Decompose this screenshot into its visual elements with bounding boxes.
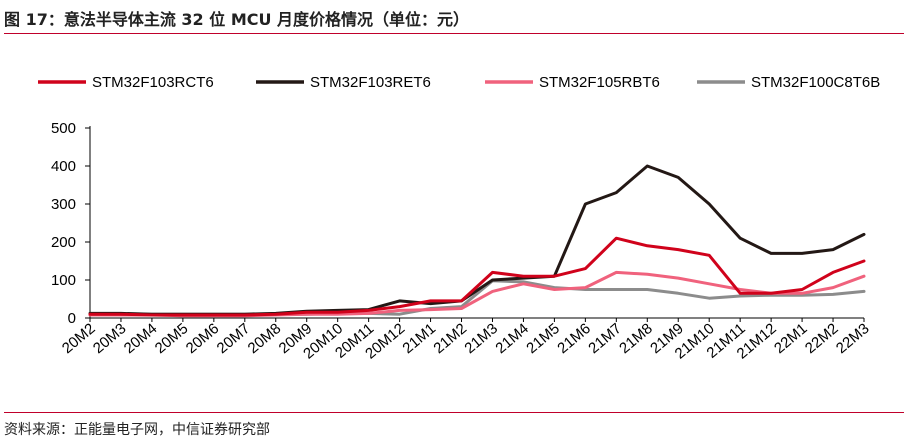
x-tick-label: 22M2 bbox=[802, 320, 842, 357]
data-point bbox=[429, 299, 432, 302]
data-point bbox=[491, 271, 494, 274]
data-point bbox=[739, 295, 742, 298]
data-point bbox=[460, 307, 463, 310]
series-group bbox=[88, 236, 866, 317]
data-point bbox=[274, 313, 277, 316]
data-point bbox=[832, 248, 835, 251]
x-tick-label: 20M3 bbox=[90, 320, 130, 357]
title-rule bbox=[4, 33, 904, 34]
data-point bbox=[801, 252, 804, 255]
legend-label: STM32F105RBT6 bbox=[539, 74, 660, 91]
data-point bbox=[398, 309, 401, 312]
data-point bbox=[801, 292, 804, 295]
series-line bbox=[88, 236, 866, 317]
legend-label: STM32F100C8T6B bbox=[751, 74, 880, 91]
data-point bbox=[491, 279, 494, 282]
data-point bbox=[305, 311, 308, 314]
x-tick-label: 20M7 bbox=[214, 320, 254, 357]
data-point bbox=[770, 292, 773, 295]
data-point bbox=[553, 288, 556, 291]
line-chart: STM32F103RCT6 STM32F103RET6 STM32F105RBT6 S… bbox=[38, 74, 880, 363]
x-tick-label: 21M6 bbox=[554, 320, 594, 357]
data-point bbox=[801, 288, 804, 291]
x-tick-label: 22M3 bbox=[833, 320, 873, 357]
data-point bbox=[584, 267, 587, 270]
data-point bbox=[553, 275, 556, 278]
data-point bbox=[646, 244, 649, 247]
data-point bbox=[181, 314, 184, 317]
data-point bbox=[398, 313, 401, 316]
data-point bbox=[491, 290, 494, 293]
x-tick-label: 22M1 bbox=[771, 320, 811, 357]
data-point bbox=[336, 311, 339, 314]
chart-series bbox=[88, 164, 866, 318]
data-point bbox=[398, 299, 401, 302]
y-tick-label: 500 bbox=[51, 120, 76, 137]
data-point bbox=[615, 237, 618, 240]
data-point bbox=[522, 275, 525, 278]
data-point bbox=[615, 191, 618, 194]
data-point bbox=[677, 176, 680, 179]
y-tick-label: 0 bbox=[68, 310, 76, 327]
data-point bbox=[677, 292, 680, 295]
data-point bbox=[832, 271, 835, 274]
data-point bbox=[770, 252, 773, 255]
data-point bbox=[150, 314, 153, 317]
data-point bbox=[243, 314, 246, 317]
data-point bbox=[646, 165, 649, 168]
y-tick-label: 100 bbox=[51, 272, 76, 289]
data-point bbox=[708, 297, 711, 300]
data-point bbox=[739, 237, 742, 240]
data-point bbox=[212, 314, 215, 317]
data-point bbox=[584, 203, 587, 206]
x-tick-label: 20M8 bbox=[245, 320, 285, 357]
legend-label: STM32F103RCT6 bbox=[92, 74, 214, 91]
data-point bbox=[584, 286, 587, 289]
x-tick-label: 20M6 bbox=[183, 320, 223, 357]
data-point bbox=[863, 290, 866, 293]
x-tick-label: 20M2 bbox=[59, 320, 99, 357]
data-point bbox=[646, 273, 649, 276]
data-point bbox=[367, 309, 370, 312]
x-tick-label: 21M5 bbox=[523, 320, 563, 357]
x-tick-label: 20M4 bbox=[121, 320, 161, 357]
data-point bbox=[615, 288, 618, 291]
x-tick-label: 20M5 bbox=[152, 320, 192, 357]
x-tick-label: 21M8 bbox=[616, 320, 656, 357]
x-tick-label: 21M4 bbox=[492, 320, 532, 357]
legend-label: STM32F103RET6 bbox=[310, 74, 431, 91]
source-note: 资料来源：正能量电子网，中信证券研究部 bbox=[4, 422, 270, 438]
data-point bbox=[863, 275, 866, 278]
data-point bbox=[863, 260, 866, 263]
x-tick-label: 21M3 bbox=[461, 320, 501, 357]
y-tick-label: 400 bbox=[51, 158, 76, 175]
y-tick-label: 200 bbox=[51, 234, 76, 251]
x-tick-label: 21M2 bbox=[430, 320, 470, 357]
data-point bbox=[708, 282, 711, 285]
data-point bbox=[708, 254, 711, 257]
data-point bbox=[677, 248, 680, 251]
data-point bbox=[429, 308, 432, 311]
data-point bbox=[522, 282, 525, 285]
data-point bbox=[832, 286, 835, 289]
data-point bbox=[863, 233, 866, 236]
data-point bbox=[708, 203, 711, 206]
chart-legend: STM32F103RCT6 STM32F103RET6 STM32F105RBT6 S… bbox=[38, 74, 880, 91]
data-point bbox=[832, 293, 835, 296]
data-point bbox=[677, 277, 680, 280]
data-point bbox=[120, 313, 123, 316]
data-point bbox=[646, 288, 649, 291]
footer-rule bbox=[4, 412, 904, 413]
figure-title: 图 17：意法半导体主流 32 位 MCU 月度价格情况（单位：元） bbox=[4, 10, 470, 29]
x-tick-label: 21M1 bbox=[399, 320, 439, 357]
data-point bbox=[739, 292, 742, 295]
data-point bbox=[89, 313, 92, 316]
y-tick-label: 300 bbox=[51, 196, 76, 213]
data-point bbox=[367, 312, 370, 315]
data-point bbox=[460, 299, 463, 302]
data-point bbox=[398, 305, 401, 308]
data-point bbox=[615, 271, 618, 274]
x-tick-label: 21M7 bbox=[585, 320, 625, 357]
